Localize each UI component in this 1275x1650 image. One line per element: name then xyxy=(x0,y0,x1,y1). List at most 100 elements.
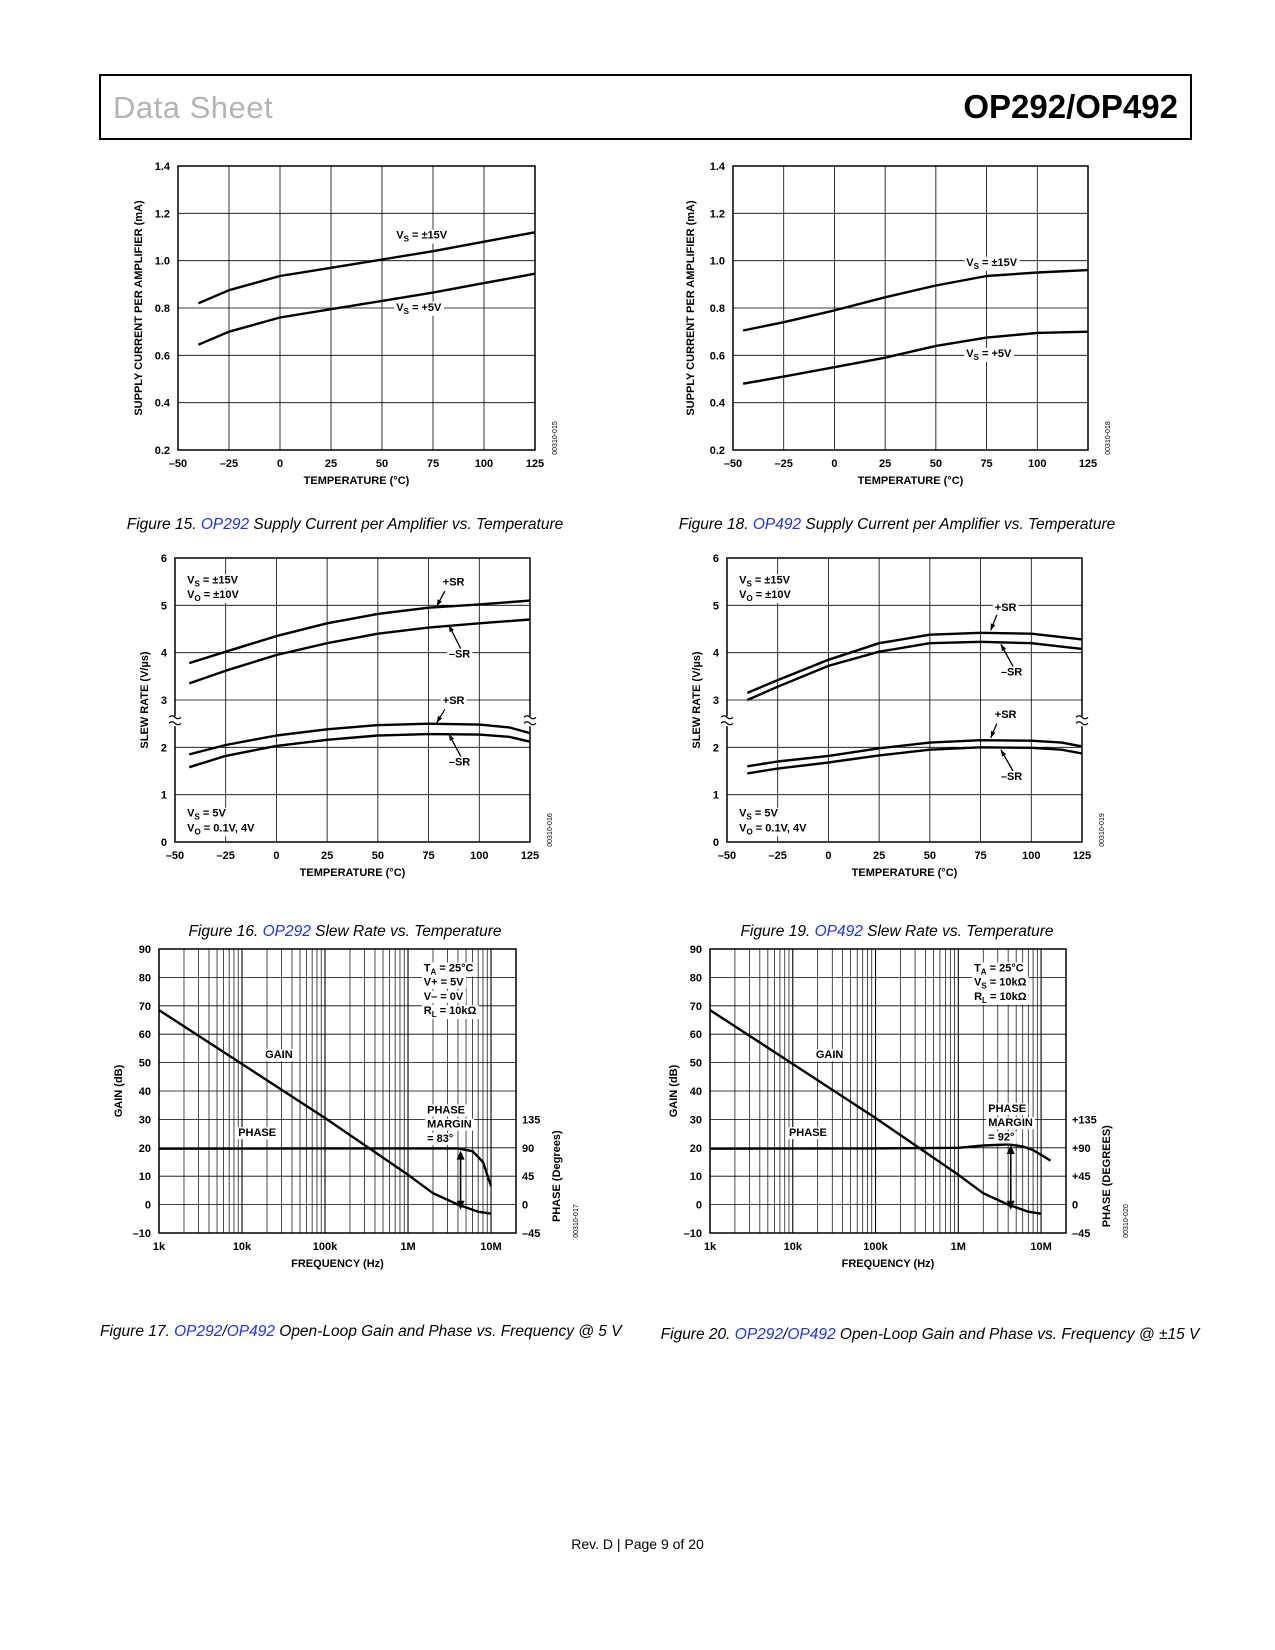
caption-part-link[interactable]: OP292 xyxy=(262,923,311,940)
axis-break-gap xyxy=(722,716,732,727)
x-tick-label: 100 xyxy=(1022,850,1040,862)
annotation-label: VO = ±10V xyxy=(739,589,791,603)
y-axis-title: SLEW RATE (V/µs) xyxy=(139,651,151,749)
datasheet-label: Data Sheet xyxy=(113,90,274,125)
fig17-gain-phase-chart: TA = 25°CV+ = 5V V– = 0V RL = 10kΩ GAIN PHAS… xyxy=(113,944,580,1270)
caption-text: Supply Current per Amplifier vs. Tempera… xyxy=(801,516,1116,533)
page-footer: Rev. D | Page 9 of 20 xyxy=(571,1536,704,1552)
y-tick-label: 0.4 xyxy=(710,398,726,410)
annotation-label-bg xyxy=(421,962,476,977)
figure-16-caption: Figure 16. OP292 Slew Rate vs. Temperatu… xyxy=(120,923,570,941)
x-tick-label: 75 xyxy=(980,458,992,470)
x-tick-label: 125 xyxy=(526,458,544,470)
y-tick-label: 0 xyxy=(696,1200,702,1212)
x-tick-label: 0 xyxy=(273,850,279,862)
annotation-label: VS = 5V xyxy=(187,808,226,822)
annotation-label: VS = ±15V xyxy=(739,574,790,588)
annotation-label: VO = 0.1V, 4V xyxy=(739,822,807,836)
annotation-label-bg xyxy=(425,1118,474,1131)
x-tick-label: 50 xyxy=(924,850,936,862)
y-tick-label: 4 xyxy=(161,648,168,660)
annotation-label: +SR xyxy=(443,577,465,589)
y-tick-label: 1.0 xyxy=(155,256,170,268)
annotation-label-bg xyxy=(972,962,1026,977)
caption-part-link[interactable]: OP492 xyxy=(787,1326,836,1343)
y-tick-label: 40 xyxy=(690,1086,702,1098)
series-line--sr-vs-5v- xyxy=(747,746,1083,775)
x-tick-label: 75 xyxy=(422,850,434,862)
y-tick-label: 3 xyxy=(161,695,167,707)
x-tick-label: 0 xyxy=(277,458,283,470)
y-tick-label: 2 xyxy=(161,742,167,754)
y-tick-label: 50 xyxy=(139,1058,151,1070)
series-line--sr-vs-5v- xyxy=(188,722,531,756)
x-tick-label: 10k xyxy=(784,1241,803,1253)
caption-figure-number: Figure 17. xyxy=(100,1323,175,1340)
y-axis-title: SUPPLY CURRENT PER AMPLIFIER (mA) xyxy=(133,200,145,416)
caption-part-link[interactable]: OP492 xyxy=(226,1323,275,1340)
y-tick-label: 20 xyxy=(690,1143,702,1155)
axis-break-mark xyxy=(1075,715,1089,726)
y-tick-label: 30 xyxy=(690,1114,702,1126)
x-tick-label: 125 xyxy=(1079,458,1097,470)
y-tick-label: 70 xyxy=(690,1001,702,1013)
y2-tick-label: –45 xyxy=(1072,1228,1090,1240)
annotation-label: VO = 0.1V, 4V xyxy=(187,822,255,836)
annotation-arrow-head xyxy=(436,599,442,607)
y-tick-label: 5 xyxy=(161,600,167,612)
x-tick-label: 100 xyxy=(1028,458,1046,470)
plot-frame xyxy=(177,165,536,451)
annotation-label-bg xyxy=(737,807,781,822)
series-line-vs-5v xyxy=(197,272,536,346)
caption-part-link[interactable]: OP292 xyxy=(200,516,250,533)
plot-frame xyxy=(732,165,1089,451)
x-tick-label: 75 xyxy=(974,850,986,862)
x-axis-title: TEMPERATURE (°C) xyxy=(304,475,410,487)
y-axis-title: SUPPLY CURRENT PER AMPLIFIER (mA) xyxy=(685,200,697,416)
x-tick-label: 25 xyxy=(325,458,337,470)
x-axis-title: FREQUENCY (Hz) xyxy=(842,1258,935,1270)
annotation-label: –SR xyxy=(1001,667,1022,679)
grid xyxy=(732,165,1089,451)
series-line-phase xyxy=(709,1143,1052,1162)
phase-margin-arrow-head xyxy=(456,1150,465,1160)
caption-part-link[interactable]: OP292 xyxy=(174,1323,223,1340)
y-tick-label: 5 xyxy=(713,600,719,612)
x-axis-title: TEMPERATURE (°C) xyxy=(852,867,958,879)
y-tick-label: 0.8 xyxy=(710,303,725,315)
y2-tick-label: 0 xyxy=(1072,1200,1078,1212)
y-tick-label: 70 xyxy=(139,1001,151,1013)
x-tick-label: 50 xyxy=(376,458,388,470)
y2-tick-label: +135 xyxy=(1072,1114,1097,1126)
annotation-arrow-head xyxy=(448,625,454,633)
annotation-label-bg xyxy=(737,574,793,589)
series-line-phase xyxy=(158,1147,493,1187)
annotation-label-bg xyxy=(972,976,1029,991)
caption-part-link[interactable]: OP492 xyxy=(814,923,863,940)
y2-tick-label: 135 xyxy=(522,1114,540,1126)
caption-part-link[interactable]: OP292 xyxy=(734,1326,784,1343)
caption-figure-number: Figure 20. xyxy=(660,1326,735,1343)
y-tick-label: –10 xyxy=(133,1228,151,1240)
annotation-label: RL = 10kΩ xyxy=(424,1005,477,1019)
annotation-label: VS = +5V xyxy=(396,302,442,316)
y-tick-label: 0 xyxy=(713,837,719,849)
figure-code: 00310-017 xyxy=(573,1204,580,1238)
annotation-label: TA = 25°C xyxy=(424,962,474,976)
y2-tick-label: 0 xyxy=(522,1200,528,1212)
y-tick-label: 6 xyxy=(161,553,167,565)
annotation-label: –SR xyxy=(449,649,470,661)
caption-part-link[interactable]: OP492 xyxy=(752,516,802,533)
annotation-label-bg xyxy=(992,709,1019,722)
annotation-label: TA = 25°C xyxy=(974,962,1024,976)
figure-code: 00310-018 xyxy=(1105,421,1112,455)
y-tick-label: 1 xyxy=(161,790,167,802)
annotation-arrow-head xyxy=(436,715,443,723)
annotation-label-bg xyxy=(737,822,810,837)
x-tick-label: 10M xyxy=(1030,1241,1051,1253)
annotation-label-bg xyxy=(737,588,794,603)
series-line--sr-vs-5v- xyxy=(747,739,1083,768)
x-axis-title: FREQUENCY (Hz) xyxy=(291,1258,384,1270)
caption-text: Open-Loop Gain and Phase vs. Frequency @… xyxy=(835,1326,1200,1343)
